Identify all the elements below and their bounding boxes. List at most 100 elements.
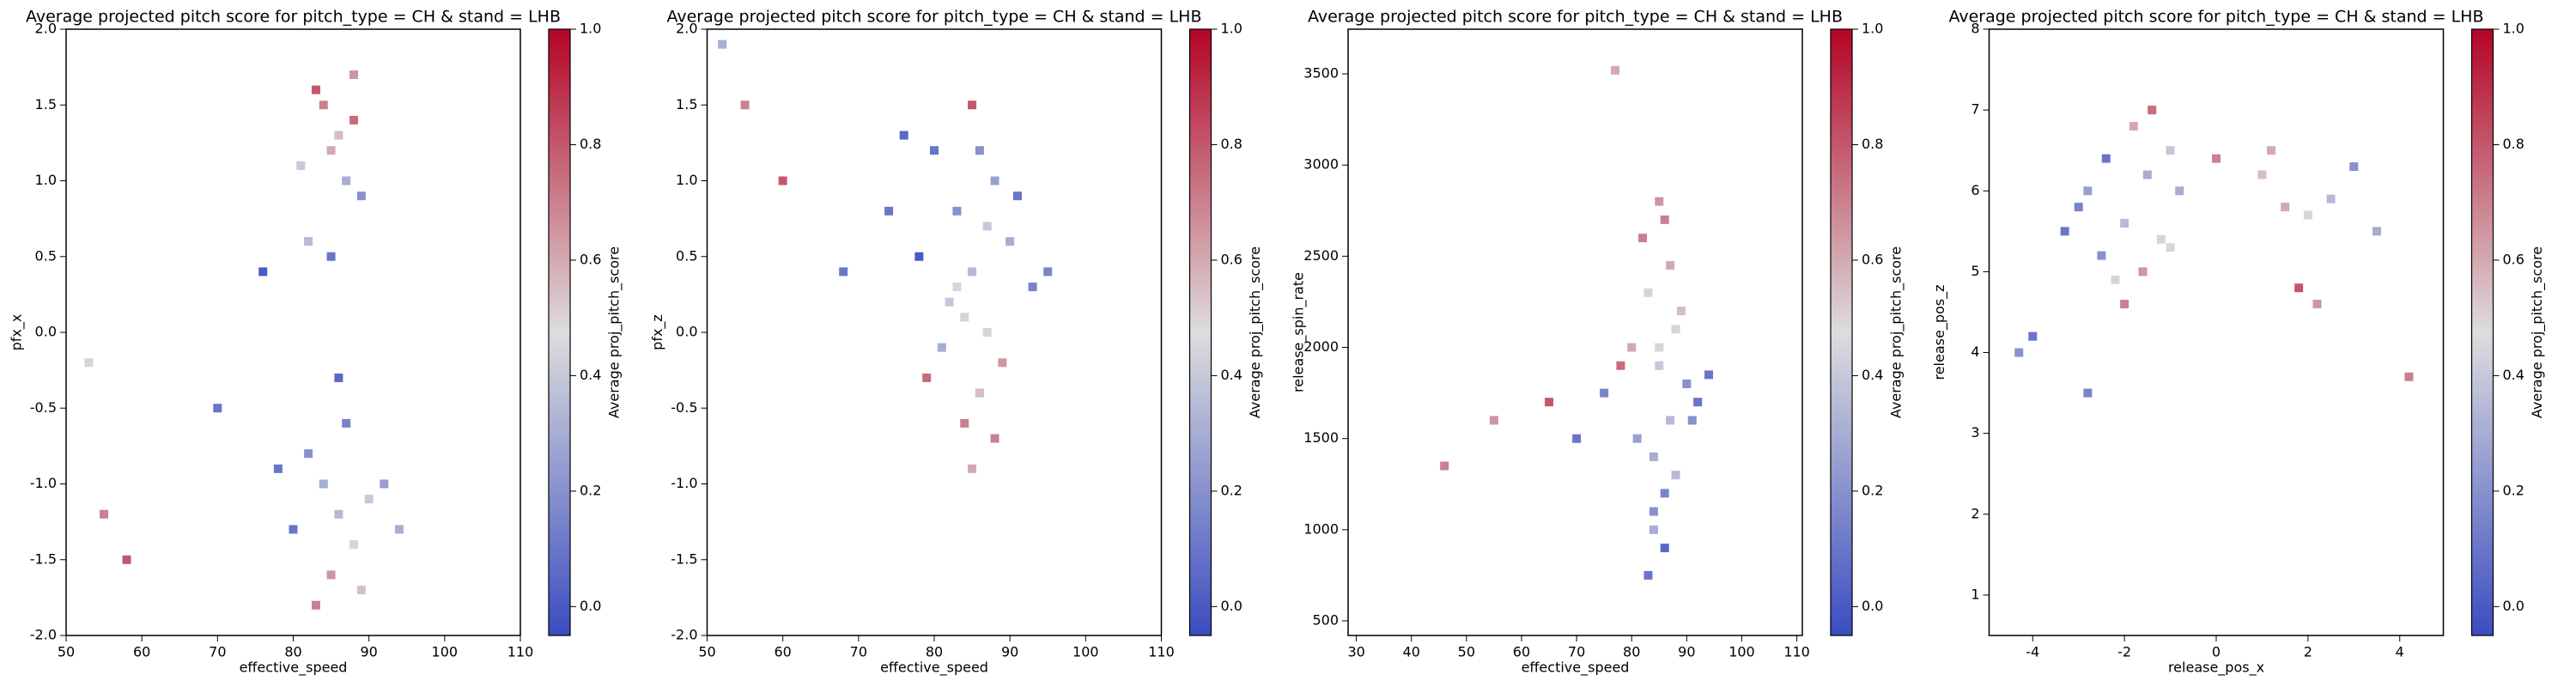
colorbar-tick-label: 0.0: [2503, 598, 2524, 614]
x-tick-label: 70: [1568, 644, 1585, 660]
colorbar-label: Average proj_pitch_score: [2529, 246, 2546, 418]
point: [952, 283, 962, 292]
x-tick-label: 50: [1458, 644, 1475, 660]
point: [1676, 307, 1686, 316]
y-tick-label: 1000: [1303, 520, 1339, 537]
point: [1012, 192, 1022, 201]
x-tick-label: 90: [360, 644, 377, 660]
point: [2120, 218, 2129, 228]
point: [2120, 300, 2129, 309]
point: [937, 343, 946, 352]
point: [2129, 121, 2138, 131]
point: [356, 586, 366, 595]
point: [2294, 283, 2304, 293]
colorbar-tick-label: 1.0: [580, 21, 601, 37]
point: [718, 40, 727, 49]
point: [945, 297, 954, 307]
point: [100, 509, 109, 519]
x-tick-label: -4: [2026, 644, 2039, 660]
point: [990, 176, 999, 185]
x-tick-label: 0: [2212, 644, 2221, 660]
y-tick-label: 6: [1971, 182, 1979, 198]
colorbar-tick-label: 0.2: [1862, 482, 1883, 498]
point: [968, 464, 977, 473]
x-tick-label: -2: [2117, 644, 2131, 660]
point: [289, 525, 298, 534]
point: [2142, 170, 2152, 179]
x-tick-label: 90: [1678, 644, 1695, 660]
point: [1545, 398, 1554, 407]
point: [2083, 388, 2093, 398]
y-tick-label: 4: [1971, 344, 1979, 360]
colorbar-tick-label: 1.0: [1221, 21, 1242, 37]
y-tick-label: 1.5: [35, 96, 57, 112]
point: [975, 146, 984, 155]
axes-frame: [1988, 28, 2445, 636]
point: [1671, 471, 1680, 480]
point: [990, 434, 999, 443]
x-tick-label: 100: [432, 644, 459, 660]
point: [2303, 210, 2312, 220]
point: [1005, 237, 1015, 246]
point: [2097, 251, 2106, 260]
point: [1660, 544, 1669, 553]
point: [319, 479, 328, 489]
y-tick-label: 0.5: [35, 247, 57, 264]
colorbar-tick-label: 0.4: [1862, 367, 1883, 383]
point: [2267, 146, 2276, 155]
point: [122, 555, 131, 564]
colorbar: [2470, 28, 2494, 636]
x-tick-label: 100: [1728, 644, 1755, 660]
point: [884, 206, 894, 216]
point: [899, 131, 908, 140]
point: [1649, 525, 1658, 534]
point: [968, 267, 977, 277]
colorbar-tick-label: 0.4: [2503, 367, 2524, 383]
point: [1643, 288, 1653, 297]
y-tick-label: 2000: [1303, 338, 1339, 355]
axes-frame: [706, 28, 1163, 636]
y-tick-label: 3000: [1303, 156, 1339, 173]
point: [311, 600, 320, 610]
point: [326, 146, 336, 155]
point: [364, 495, 374, 504]
x-tick-label: 4: [2396, 644, 2404, 660]
x-tick-label: 110: [507, 644, 534, 660]
point: [349, 540, 359, 550]
point: [349, 70, 359, 79]
colorbar-label: Average proj_pitch_score: [1888, 246, 1905, 418]
point: [1660, 215, 1669, 224]
point: [2257, 170, 2267, 179]
point: [1649, 507, 1658, 516]
x-tick-label: 110: [1148, 644, 1175, 660]
x-tick-label: 60: [774, 644, 791, 660]
point: [2312, 300, 2322, 309]
y-tick-label: 500: [1312, 612, 1339, 629]
colorbar-label: Average proj_pitch_score: [606, 246, 623, 418]
colorbar-tick-label: 1.0: [1862, 21, 1883, 37]
y-tick-label: 7: [1971, 101, 1979, 118]
point: [2212, 154, 2221, 163]
y-tick-label: 1500: [1303, 429, 1339, 446]
y-tick-label: 8: [1971, 21, 1979, 37]
x-axis-label: effective_speed: [240, 660, 348, 677]
point: [213, 404, 222, 413]
point: [296, 161, 306, 170]
point: [982, 222, 992, 231]
colorbar-tick-label: 0.6: [580, 251, 601, 267]
point: [1671, 325, 1680, 334]
colorbar-tick-label: 0.4: [1221, 367, 1242, 383]
point: [258, 267, 268, 277]
point: [1655, 343, 1664, 352]
point: [930, 146, 939, 155]
y-axis-label: release_pos_z: [1931, 284, 1948, 380]
x-tick-label: 60: [1513, 644, 1530, 660]
colorbar-label: Average proj_pitch_score: [1247, 246, 1264, 418]
colorbar: [1830, 28, 1853, 636]
point: [2326, 194, 2336, 204]
point: [2101, 154, 2111, 163]
y-tick-label: 3: [1971, 424, 1979, 441]
y-tick-label: 1.0: [676, 172, 697, 188]
point: [84, 358, 94, 368]
y-tick-label: 1: [1971, 586, 1979, 602]
